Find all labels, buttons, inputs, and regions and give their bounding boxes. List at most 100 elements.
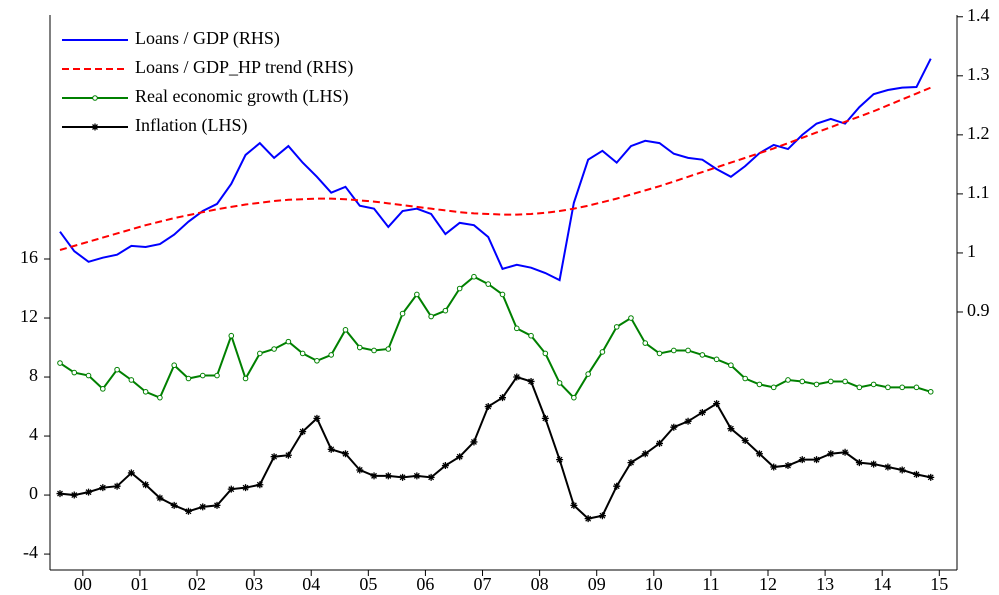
x-tick-label: 15 [930, 574, 948, 594]
circle-marker [699, 352, 706, 358]
circle-marker [528, 332, 534, 339]
star-marker [641, 450, 649, 458]
x-tick-label: 01 [131, 574, 149, 594]
circle-marker [499, 291, 506, 298]
star-marker [399, 473, 407, 481]
star-marker [170, 501, 178, 509]
x-tick-label: 08 [531, 574, 549, 594]
circle-marker [399, 310, 406, 317]
star-marker [598, 512, 606, 520]
circle-marker [356, 344, 363, 351]
star-marker [127, 469, 135, 477]
star-marker [456, 453, 464, 461]
star-marker [427, 473, 435, 481]
y2-tick-label: 1.1 [967, 182, 990, 202]
circle-marker [770, 384, 777, 391]
star-marker [85, 488, 93, 496]
star-marker [570, 501, 578, 509]
star-marker [584, 515, 592, 523]
x-tick-label: 10 [645, 574, 663, 594]
circle-marker [199, 372, 206, 379]
star-marker [470, 438, 478, 446]
circle-marker [185, 375, 192, 382]
star-marker [613, 482, 621, 490]
x-tick-label: 14 [873, 574, 891, 594]
star-marker [256, 481, 264, 489]
circle-marker [885, 384, 891, 391]
star-marker [484, 403, 492, 411]
star-marker [99, 484, 107, 492]
star-marker [727, 425, 735, 433]
legend-label: Loans / GDP (RHS) [135, 28, 280, 49]
circle-marker [756, 381, 763, 388]
star-marker [784, 462, 792, 470]
star-marker [313, 414, 321, 422]
star-marker [684, 417, 692, 425]
star-marker [413, 472, 421, 480]
star-marker [499, 394, 507, 402]
circle-marker [385, 346, 392, 352]
star-marker [513, 373, 521, 381]
y-tick-label: 8 [29, 365, 38, 385]
star-marker [142, 481, 150, 489]
circle-marker [856, 384, 863, 391]
circle-marker [471, 273, 477, 280]
circle-marker [442, 307, 449, 314]
star-marker [356, 466, 364, 474]
x-tick-label: 07 [474, 574, 492, 594]
star-marker [713, 400, 721, 408]
star-marker [741, 436, 749, 444]
star-marker [755, 450, 763, 458]
y2-tick-label: 0.9 [967, 300, 990, 320]
circle-marker [299, 350, 306, 357]
circle-marker [799, 378, 806, 385]
legend-label: Real economic growth (LHS) [135, 86, 348, 107]
star-marker [827, 450, 835, 458]
star-marker [541, 414, 549, 422]
star-marker [898, 466, 906, 474]
x-tick-label: 03 [245, 574, 263, 594]
series-line [59, 375, 931, 520]
circle-marker [71, 369, 78, 376]
star-marker [670, 423, 678, 431]
circle-marker [285, 338, 292, 345]
circle-marker [642, 340, 649, 346]
circle-marker [314, 358, 320, 364]
circle-marker [656, 350, 663, 357]
y2-tick-label: 1 [967, 241, 976, 261]
circle-marker [85, 372, 92, 379]
star-marker [770, 463, 778, 471]
circle-marker [257, 350, 263, 357]
circle-marker [828, 378, 834, 385]
circle-marker [899, 384, 905, 391]
star-marker [813, 456, 821, 464]
star-marker [227, 485, 235, 493]
x-tick-label: 04 [302, 574, 320, 594]
circle-marker [414, 291, 420, 298]
legend: Loans / GDP (RHS) Loans / GDP_HP trend (R… [62, 28, 353, 136]
star-marker [70, 491, 78, 499]
x-tick-label: 02 [188, 574, 206, 594]
circle-marker [599, 349, 606, 355]
legend-label: Loans / GDP_HP trend (RHS) [135, 57, 353, 78]
star-marker [299, 428, 307, 436]
circle-marker [456, 285, 463, 292]
circle-marker [913, 384, 920, 391]
star-marker [884, 463, 892, 471]
circle-marker [628, 315, 634, 321]
circle-marker [128, 377, 135, 383]
star-marker [91, 123, 99, 131]
circle-marker [228, 332, 235, 339]
series-line [59, 58, 932, 282]
circle-marker [556, 380, 563, 386]
star-marker [698, 408, 706, 416]
star-marker [370, 472, 378, 480]
star-marker [441, 462, 449, 470]
y2-tick-label: 1.4 [967, 5, 990, 25]
circle-marker [571, 394, 577, 401]
y2-tick-label: 1.3 [967, 64, 990, 84]
circle-marker [100, 386, 106, 392]
circle-marker [813, 381, 820, 388]
circle-marker [57, 360, 63, 366]
